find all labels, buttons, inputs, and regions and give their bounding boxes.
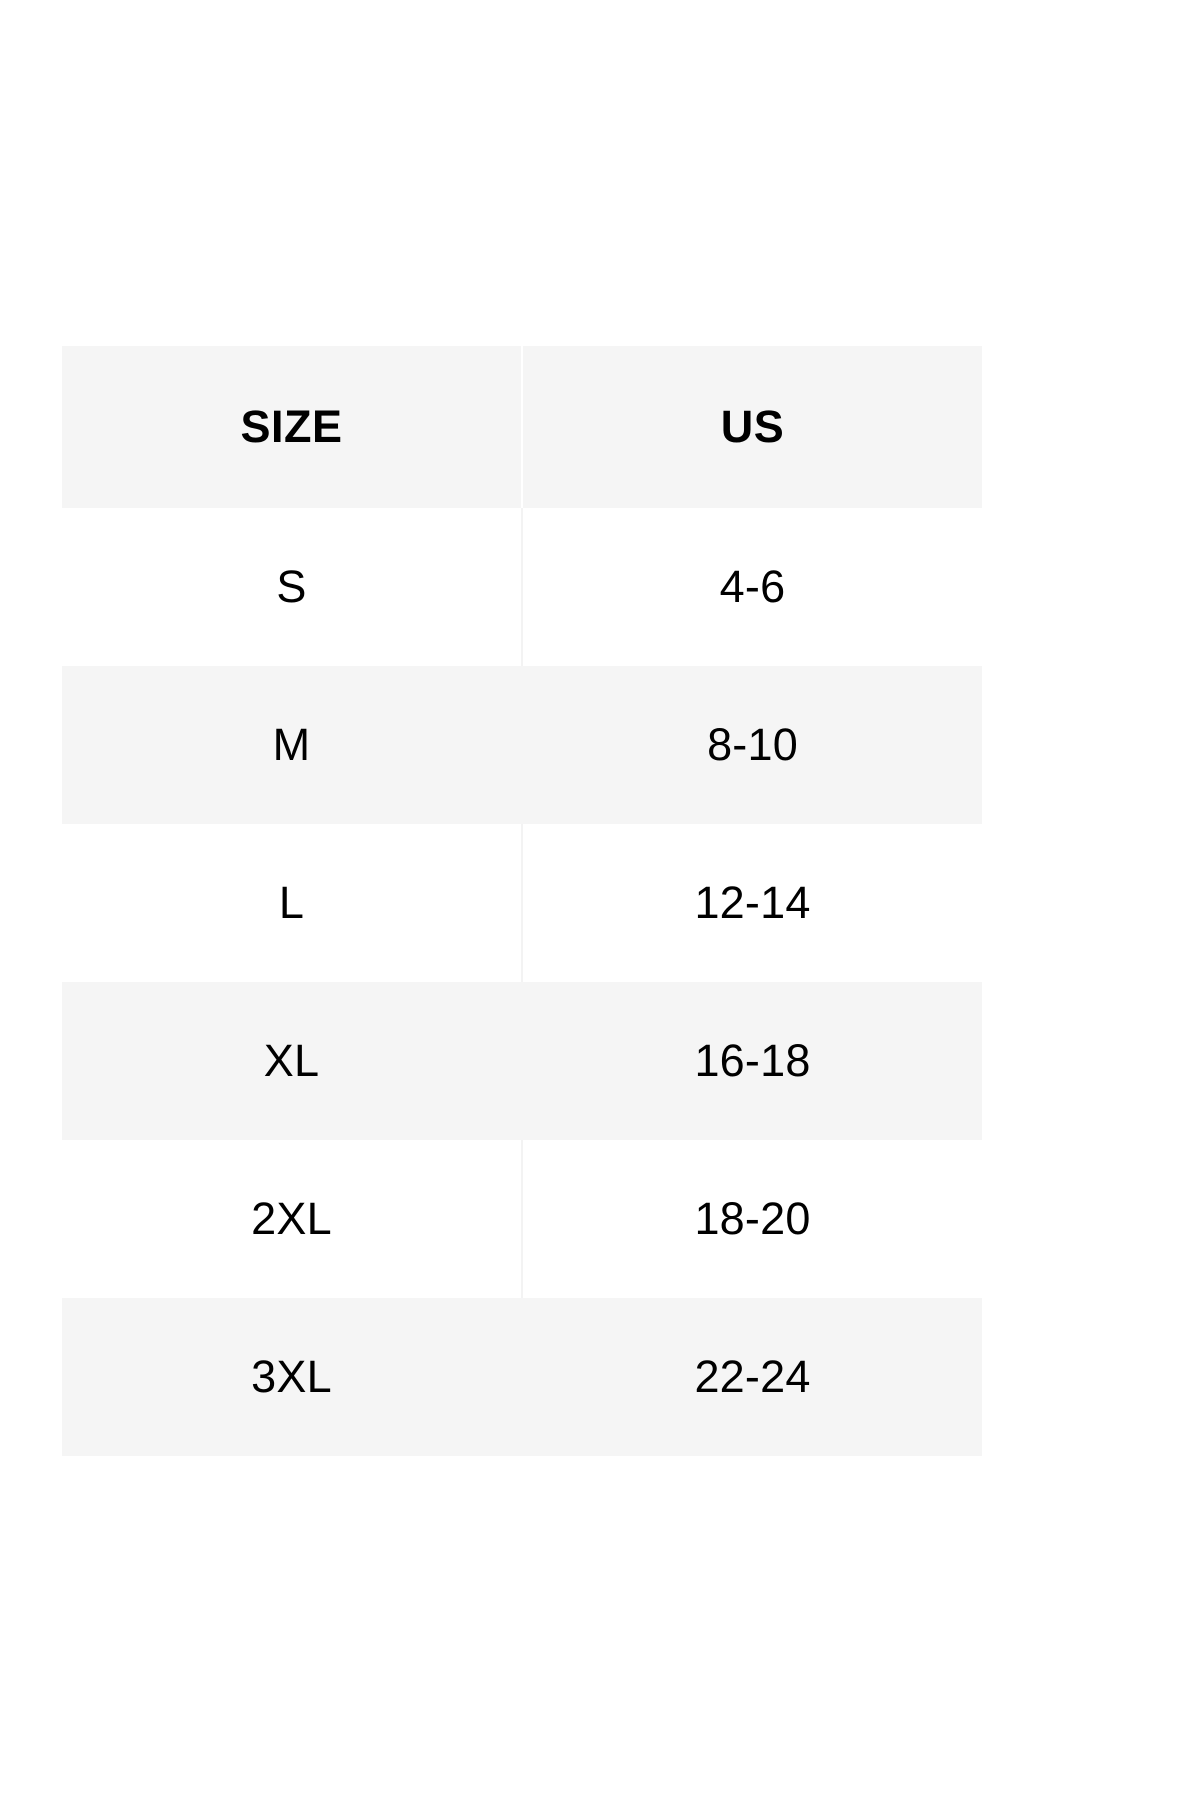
table-row: 3XL 22-24	[62, 1298, 982, 1456]
column-header-us: US	[720, 401, 785, 452]
table-row: 2XL 18-20	[62, 1140, 982, 1298]
cell-us: 8-10	[707, 719, 798, 770]
cell-size: S	[62, 508, 523, 666]
table-row: XL 16-18	[62, 982, 982, 1140]
table-row: M 8-10	[62, 666, 982, 824]
cell-us: 18-20	[694, 1193, 811, 1244]
size-chart-body: S 4-6 M 8-10 L 12-14 XL 16-18 2XL 18-20 …	[62, 508, 982, 1456]
column-header-size: SIZE	[62, 346, 523, 508]
table-row: L 12-14	[62, 824, 982, 982]
size-chart-table: SIZE US S 4-6 M 8-10 L 12-14 XL 16-18 2	[62, 346, 982, 1456]
cell-size: L	[62, 824, 523, 982]
cell-us: 16-18	[694, 1035, 811, 1086]
cell-us: 12-14	[694, 877, 811, 928]
cell-size: XL	[62, 982, 523, 1140]
table-header-row: SIZE US	[62, 346, 982, 508]
size-chart-header: SIZE US	[62, 346, 982, 508]
table-row: S 4-6	[62, 508, 982, 666]
cell-size: M	[62, 666, 523, 824]
cell-us: 4-6	[719, 561, 786, 612]
cell-size: 3XL	[62, 1298, 523, 1456]
cell-us: 22-24	[694, 1351, 811, 1402]
cell-size: 2XL	[62, 1140, 523, 1298]
